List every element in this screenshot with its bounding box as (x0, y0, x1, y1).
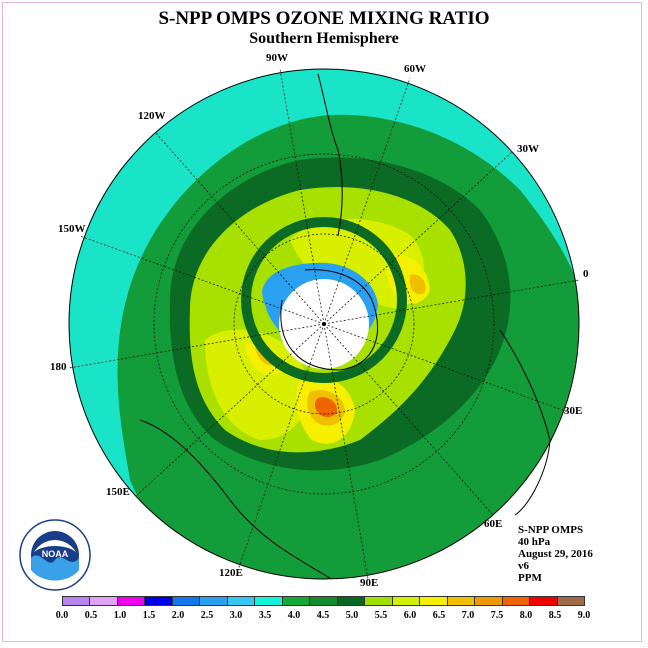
label-150e: 150E (106, 486, 130, 498)
coastlines (139, 73, 551, 579)
meridian-30w (323, 151, 513, 325)
map-boundary (68, 68, 580, 580)
label-30e: 30E (564, 405, 583, 417)
colorbar-tick-label: 4.0 (287, 610, 301, 621)
colorbar-tick-label: 3.5 (258, 610, 272, 621)
date-label: August 29, 2016 (518, 548, 593, 560)
colorbar-segment (281, 596, 311, 606)
noaa-logo-text: NOAA (42, 549, 69, 559)
colorbar-segment (62, 596, 91, 606)
coast-australia (139, 419, 331, 579)
colorbar-segment (171, 596, 201, 606)
colorbar-segment (529, 596, 558, 606)
colorbar-tick-label: 2.5 (200, 610, 214, 621)
chart-title: S-NPP OMPS OZONE MIXING RATIO (158, 8, 490, 29)
colorbar-segment (474, 596, 503, 606)
version-label: v6 (518, 560, 529, 572)
colorbar (62, 596, 585, 608)
colorbar-tick-label: 4.5 (316, 610, 330, 621)
field-6-5-region (205, 218, 424, 440)
meridian-60w (323, 77, 411, 325)
instrument-label: S-NPP OMPS (518, 524, 584, 536)
colorbar-tick-label: 1.0 (113, 610, 127, 621)
colorbar-segment (254, 596, 283, 606)
colorbar-tick-label: 3.0 (229, 610, 243, 621)
units-label: PPM (518, 572, 542, 584)
label-60e: 60E (484, 518, 503, 530)
colorbar-segment (309, 596, 338, 606)
meridian-0 (323, 279, 580, 325)
product-info: S-NPP OMPS 40 hPa August 29, 2016 v6 PPM (518, 524, 593, 584)
coast-antarctica (280, 269, 378, 371)
meridian-150w (79, 235, 325, 325)
colorbar-segment (336, 596, 366, 606)
field-8-5-region (314, 397, 338, 418)
field-3-5-region (343, 77, 380, 109)
graticule (68, 68, 580, 580)
colorbar-segment (364, 596, 393, 606)
colorbar-segment (116, 596, 146, 606)
colorbar-segment (199, 596, 228, 606)
colorbar-segment (391, 596, 421, 606)
colorbar-tick-label: 7.5 (490, 610, 504, 621)
colorbar-segment (556, 596, 585, 606)
colorbar-tick-label: 5.0 (345, 610, 359, 621)
label-90e: 90E (360, 577, 379, 589)
field-5-0-ring (241, 217, 407, 383)
colorbar-segment (446, 596, 476, 606)
colorbar-tick-label: 8.5 (548, 610, 562, 621)
colorbar-segment (419, 596, 448, 606)
colorbar-segment (89, 596, 118, 606)
coast-south-america (317, 73, 343, 237)
label-180: 180 (50, 361, 67, 373)
figure-border (2, 2, 642, 642)
colorbar-tick-label: 5.5 (374, 610, 388, 621)
noaa-logo: NOAA (19, 519, 91, 591)
meridian-150e (135, 323, 325, 497)
colorbar-segment (226, 596, 256, 606)
colorbar-segment (144, 596, 173, 606)
chart-subtitle: Southern Hemisphere (249, 30, 399, 47)
meridian-180 (68, 323, 325, 369)
south-pole-marker (322, 322, 326, 326)
pressure-level-label: 40 hPa (518, 536, 551, 548)
latitude-circle (233, 233, 415, 415)
colorbar-tick-label: 7.0 (461, 610, 475, 621)
colorbar-tick-label: 6.5 (432, 610, 446, 621)
colorbar-segment (501, 596, 531, 606)
latitude-circle (153, 153, 495, 495)
colorbar-tick-label: 2.0 (171, 610, 185, 621)
label-60w: 60W (404, 63, 426, 75)
colorbar-tick-label: 8.0 (519, 610, 533, 621)
colorbar-tick-label: 1.5 (142, 610, 156, 621)
meridian-60e (323, 323, 494, 516)
label-0: 0 (583, 268, 589, 280)
label-90w: 90W (266, 52, 288, 64)
label-120w: 120W (138, 110, 166, 122)
label-30w: 30W (517, 143, 539, 155)
colorbar-tick-label: 6.0 (403, 610, 417, 621)
meridian-120w (154, 131, 325, 325)
meridian-90w (279, 68, 325, 325)
meridian-30e (323, 323, 569, 413)
meridian-90e (323, 323, 369, 580)
coast-africa (499, 329, 551, 516)
colorbar-tick-label: 9.0 (577, 610, 591, 621)
colorbar-tick-label: 0.0 (55, 610, 69, 621)
meridian-120e (237, 323, 325, 571)
colorbar-tick-label: 0.5 (84, 610, 98, 621)
label-120e: 120E (219, 567, 243, 579)
label-150w: 150W (58, 223, 86, 235)
